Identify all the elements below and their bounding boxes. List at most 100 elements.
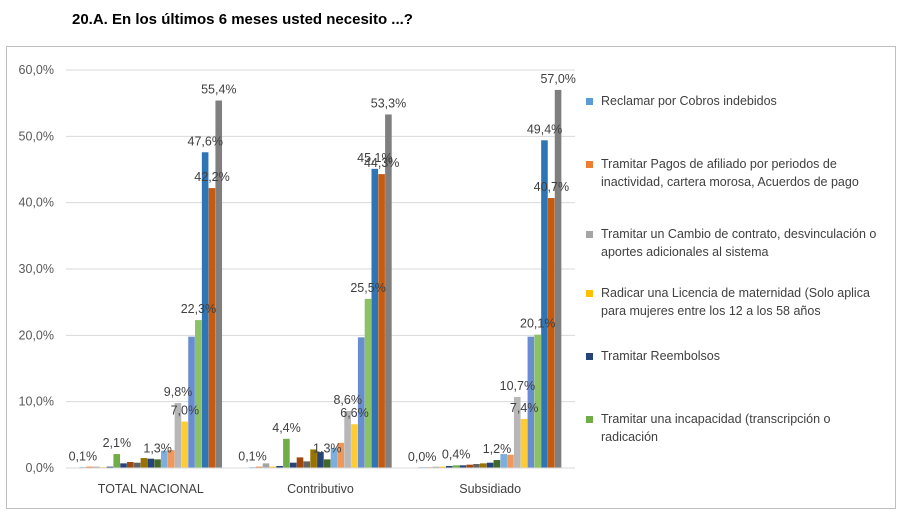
data-label: 1,3% [143,441,172,455]
data-label: 7,4% [510,401,539,415]
bar [147,458,155,468]
legend-label: Reclamar por Cobros indebidos [601,94,777,108]
bar [106,466,114,468]
bar [269,466,277,468]
bar [364,298,372,468]
legend-swatch [586,353,593,360]
legend-label: Tramitar Pagos de afiliado por periodos … [601,157,859,189]
legend-label: Radicar una Licencia de maternidad (Solo… [601,286,870,318]
bar [330,448,338,468]
bar [120,463,127,468]
bar [310,449,317,468]
bar [174,402,182,468]
data-label: 7,0% [171,404,200,418]
data-label: 47,6% [188,134,223,148]
legend-swatch [586,231,593,238]
bar [527,336,535,468]
x-axis: TOTAL NACIONAL Contributivo Subsidiado [66,467,575,496]
bar [541,140,548,468]
bar [255,466,263,468]
bar [452,465,460,468]
data-label: 8,6% [333,393,362,407]
y-tick-label: 50,0% [19,129,54,143]
data-label: 0,1% [238,449,267,463]
bar [513,397,521,468]
data-label: 0,0% [408,450,437,464]
data-label: 44,3% [364,156,399,170]
bar [188,336,195,468]
y-tick-label: 30,0% [19,262,54,276]
bar [357,337,365,468]
bar [479,463,487,468]
bar [317,452,324,468]
bar [140,458,148,468]
legend-item: Tramitar Pagos de afiliado por periodos … [586,155,886,191]
bar [296,457,304,468]
data-label: 9,8% [164,385,193,399]
page-title: 20.A. En los últimos 6 meses usted neces… [72,11,413,28]
data-label: 20,1% [520,317,555,331]
data-labels: 0,1% 2,1% 1,3% 9,8% 7,0% 22,3% 47,6% 42,2% 55,4%… [69,72,576,464]
bar [385,114,392,469]
bar [323,459,331,468]
legend-swatch [586,290,593,297]
bar [337,442,345,468]
y-tick-label: 0,0% [26,461,55,475]
bar [208,188,216,468]
bar [459,465,467,468]
bar [486,462,494,468]
legend-label: Tramitar Reembolsos [601,349,721,363]
bar [133,462,141,468]
data-label: 53,3% [371,96,406,110]
y-tick-label: 20,0% [19,328,54,342]
data-label: 45,1% [357,151,392,165]
legend-item: Tramitar una incapacidad (transcripción … [586,410,886,446]
bar [378,174,385,469]
bar [371,168,379,468]
y-axis: 0,0% 10,0% 20,0% 30,0% 40,0% 50,0% 60,0% [19,63,54,475]
data-label: 57,0% [540,72,575,86]
bars [79,89,562,469]
bar [167,450,175,468]
bar [283,438,290,468]
bar [86,466,93,468]
bar [276,466,283,468]
data-label: 1,2% [483,442,512,456]
data-label: 10,7% [500,379,535,393]
bar [445,466,453,468]
bar [432,466,439,468]
chart-frame [6,46,896,509]
legend-label: Tramitar un Cambio de contrato, desvincu… [601,227,877,259]
bar [351,424,358,468]
data-label: 2,1% [103,436,132,450]
gridlines [66,69,575,469]
legend-label: Tramitar una incapacidad (transcripción … [601,412,831,444]
y-tick-label: 40,0% [19,196,54,210]
data-label: 22,3% [181,302,216,316]
bar [500,454,507,468]
bar [161,450,168,468]
bar [262,463,270,468]
bar [344,410,351,468]
legend-item: Tramitar un Cambio de contrato, desvincu… [586,225,886,261]
legend-item: Radicar una Licencia de maternidad (Solo… [586,284,886,320]
bar [439,466,446,468]
legend-swatch [586,98,593,105]
x-category-label: TOTAL NACIONAL [98,482,204,496]
x-category-label: Subsidiado [459,482,521,496]
bar [473,464,480,468]
bar [507,454,514,468]
bar [181,421,189,468]
data-label: 25,5% [350,281,385,295]
bar [113,454,121,468]
x-category-label: Contributivo [287,482,354,496]
bar [547,198,555,469]
data-label: 42,2% [194,170,229,184]
bar [554,89,562,469]
bar [127,462,134,468]
bar [93,466,100,468]
bar [201,152,209,468]
legend-item: Reclamar por Cobros indebidos [586,92,886,110]
data-label: 55,4% [201,83,236,97]
